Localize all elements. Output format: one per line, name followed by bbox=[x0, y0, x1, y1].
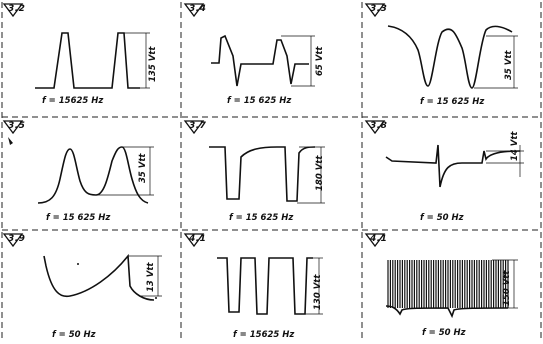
frequency-label: f = 15 625 Hz bbox=[227, 96, 292, 106]
waveform-trace bbox=[183, 3, 315, 87]
waveform-trace bbox=[2, 233, 162, 301]
waveform-id: 3.5 bbox=[8, 121, 26, 131]
waveform-id: 3.9 bbox=[8, 234, 26, 244]
frequency-label: f = 15625 Hz bbox=[233, 330, 295, 340]
waveform-id: 3.3 bbox=[370, 4, 388, 14]
waveform-trace bbox=[183, 120, 325, 204]
waveform-cell-3-4: 3.4 65 Vtt f = 15 625 Hz bbox=[181, 0, 362, 117]
waveform-cell-4-1-b: 4.1 150 Vtt f = 50 Hz bbox=[362, 230, 541, 344]
waveform-cell-3-9: 3.9 13 Vtt f = 50 Hz bbox=[0, 230, 181, 344]
frequency-label: f = 50 Hz bbox=[422, 328, 466, 338]
amplitude-label: 13 Vtt bbox=[146, 262, 156, 293]
waveform-id: 3.4 bbox=[189, 4, 207, 14]
waveform-id: 3.8 bbox=[370, 121, 388, 131]
frequency-label: f = 15 625 Hz bbox=[420, 97, 485, 107]
waveform-cell-3-3: 3.3 35 Vtt f = 15 625 Hz bbox=[362, 0, 541, 117]
waveform-cell-3-2: 3.2 135 Vtt f = 15625 Hz bbox=[0, 0, 181, 117]
waveform-cell-3-5: 3.5 35 Vtt f = 15 625 Hz bbox=[0, 117, 181, 230]
amplitude-label: 35 Vtt bbox=[138, 153, 148, 184]
waveform-cell-4-1-a: 4.1 130 Vtt f = 15625 Hz bbox=[181, 230, 362, 344]
frequency-label: f = 15 625 Hz bbox=[229, 213, 294, 223]
waveform-cell-3-8: 3.8 14 Vtt f = 50 Hz bbox=[362, 117, 541, 230]
amplitude-label: 35 Vtt bbox=[504, 50, 514, 81]
frequency-label: f = 50 Hz bbox=[420, 213, 464, 223]
amplitude-label: 130 Vtt bbox=[313, 274, 323, 310]
waveform-trace bbox=[364, 233, 518, 319]
waveform-id: 3.2 bbox=[8, 4, 26, 14]
waveform-trace bbox=[364, 3, 518, 89]
frequency-label: f = 15 625 Hz bbox=[46, 213, 111, 223]
waveform-id: 3.7 bbox=[189, 121, 207, 131]
amplitude-label: 180 Vtt bbox=[315, 155, 325, 191]
waveform-id: 4.1 bbox=[189, 234, 207, 244]
waveform-trace bbox=[183, 233, 323, 315]
amplitude-label: 135 Vtt bbox=[148, 46, 158, 82]
waveform-id: 4.1 bbox=[370, 234, 388, 244]
waveform-trace bbox=[364, 120, 524, 188]
waveform-trace bbox=[2, 3, 150, 89]
burst-lines bbox=[387, 260, 509, 308]
frequency-label: f = 15625 Hz bbox=[42, 96, 104, 106]
amplitude-label: 150 Vtt bbox=[502, 270, 512, 306]
waveform-trace bbox=[2, 120, 154, 204]
frequency-label: f = 50 Hz bbox=[52, 330, 96, 340]
amplitude-label: 65 Vtt bbox=[315, 46, 325, 77]
amplitude-label: 14 Vtt bbox=[510, 131, 520, 162]
waveform-cell-3-7: 3.7 180 Vtt f = 15 625 Hz bbox=[181, 117, 362, 230]
